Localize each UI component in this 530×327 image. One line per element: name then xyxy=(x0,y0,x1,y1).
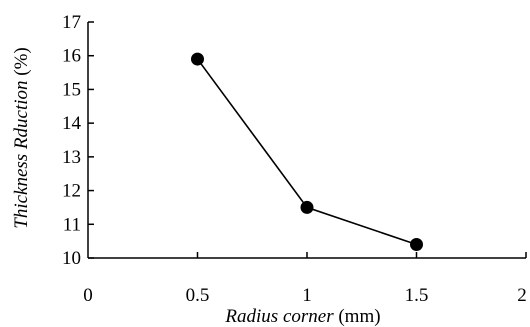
data-point xyxy=(410,238,423,252)
x-tick-label: 1 xyxy=(302,285,312,306)
y-tick-labels: 10 11 12 13 14 15 16 17 xyxy=(62,12,82,269)
data-point xyxy=(300,200,314,214)
series-line xyxy=(196,58,417,246)
y-tick-label: 11 xyxy=(63,214,81,235)
y-axis-title: Thickness Rduction (%) xyxy=(11,47,32,229)
x-tick-label: 0 xyxy=(83,285,93,306)
y-axis-title-unit: (%) xyxy=(11,47,32,80)
y-axis-title-name: Thickness Rduction xyxy=(11,80,32,228)
x-axis-title: Radius corner (mm) xyxy=(224,306,380,327)
data-points xyxy=(191,52,423,252)
y-tick-label: 12 xyxy=(62,181,81,202)
y-tick-label: 17 xyxy=(62,12,81,33)
x-tick-label: 2 xyxy=(517,285,527,306)
y-tick-label: 14 xyxy=(62,113,82,134)
y-tick-label: 15 xyxy=(62,79,81,100)
x-tick-label: 0.5 xyxy=(186,285,210,306)
data-point xyxy=(191,52,204,66)
x-axis-title-name: Radius corner xyxy=(224,306,334,327)
x-axis-title-unit: (mm) xyxy=(334,306,381,327)
tick-marks xyxy=(88,21,527,259)
y-tick-label: 16 xyxy=(62,46,81,67)
x-tick-labels: 0 0.5 1 1.5 2 xyxy=(83,285,527,306)
y-tick-label: 13 xyxy=(62,147,81,168)
x-tick-label: 1.5 xyxy=(405,285,429,306)
y-tick-label: 10 xyxy=(62,248,81,269)
